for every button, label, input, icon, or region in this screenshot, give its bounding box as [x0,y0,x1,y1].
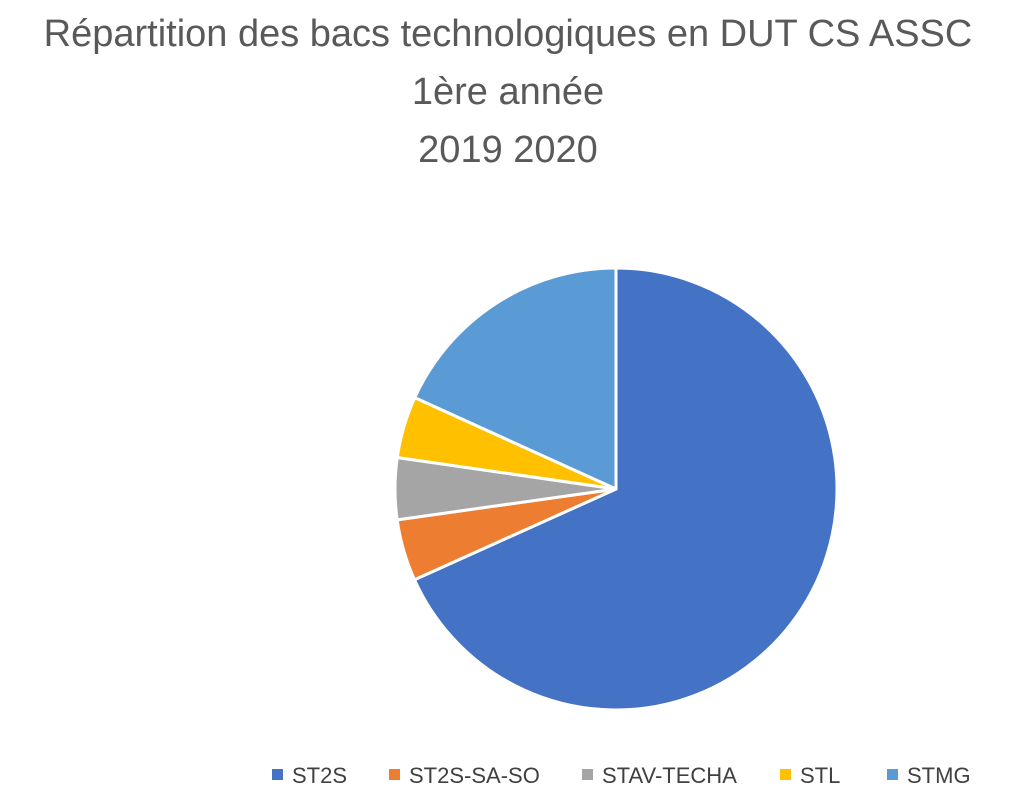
legend-label: STAV-TECHA [602,763,737,788]
legend-item-stl: STL [780,763,840,788]
pie-slice-st2s [412,266,839,712]
legend-item-stmg: STMG [887,763,971,788]
legend-item-st2s: ST2S [272,763,347,788]
legend-label: STMG [907,763,971,788]
legend-swatch [582,769,593,780]
pie-slices [393,266,839,712]
legend-swatch [272,769,283,780]
legend-item-st2s-sa-so: ST2S-SA-SO [389,763,540,788]
legend-item-stav-techa: STAV-TECHA [582,763,737,788]
chart-title-line-3: 2019 2020 [418,129,598,171]
legend-swatch [780,769,791,780]
pie-slice-stmg [413,266,618,491]
chart-title: Répartition des bacs technologiques en D… [44,13,973,171]
legend: ST2S ST2S-SA-SO STAV-TECHA STL STMG [272,763,971,788]
chart-title-line-1: Répartition des bacs technologiques en D… [44,13,973,55]
legend-swatch [887,769,898,780]
legend-label: ST2S [292,763,347,788]
legend-label: STL [800,763,840,788]
chart-title-line-2: 1ère année [412,71,604,113]
legend-swatch [389,769,400,780]
legend-label: ST2S-SA-SO [409,763,540,788]
